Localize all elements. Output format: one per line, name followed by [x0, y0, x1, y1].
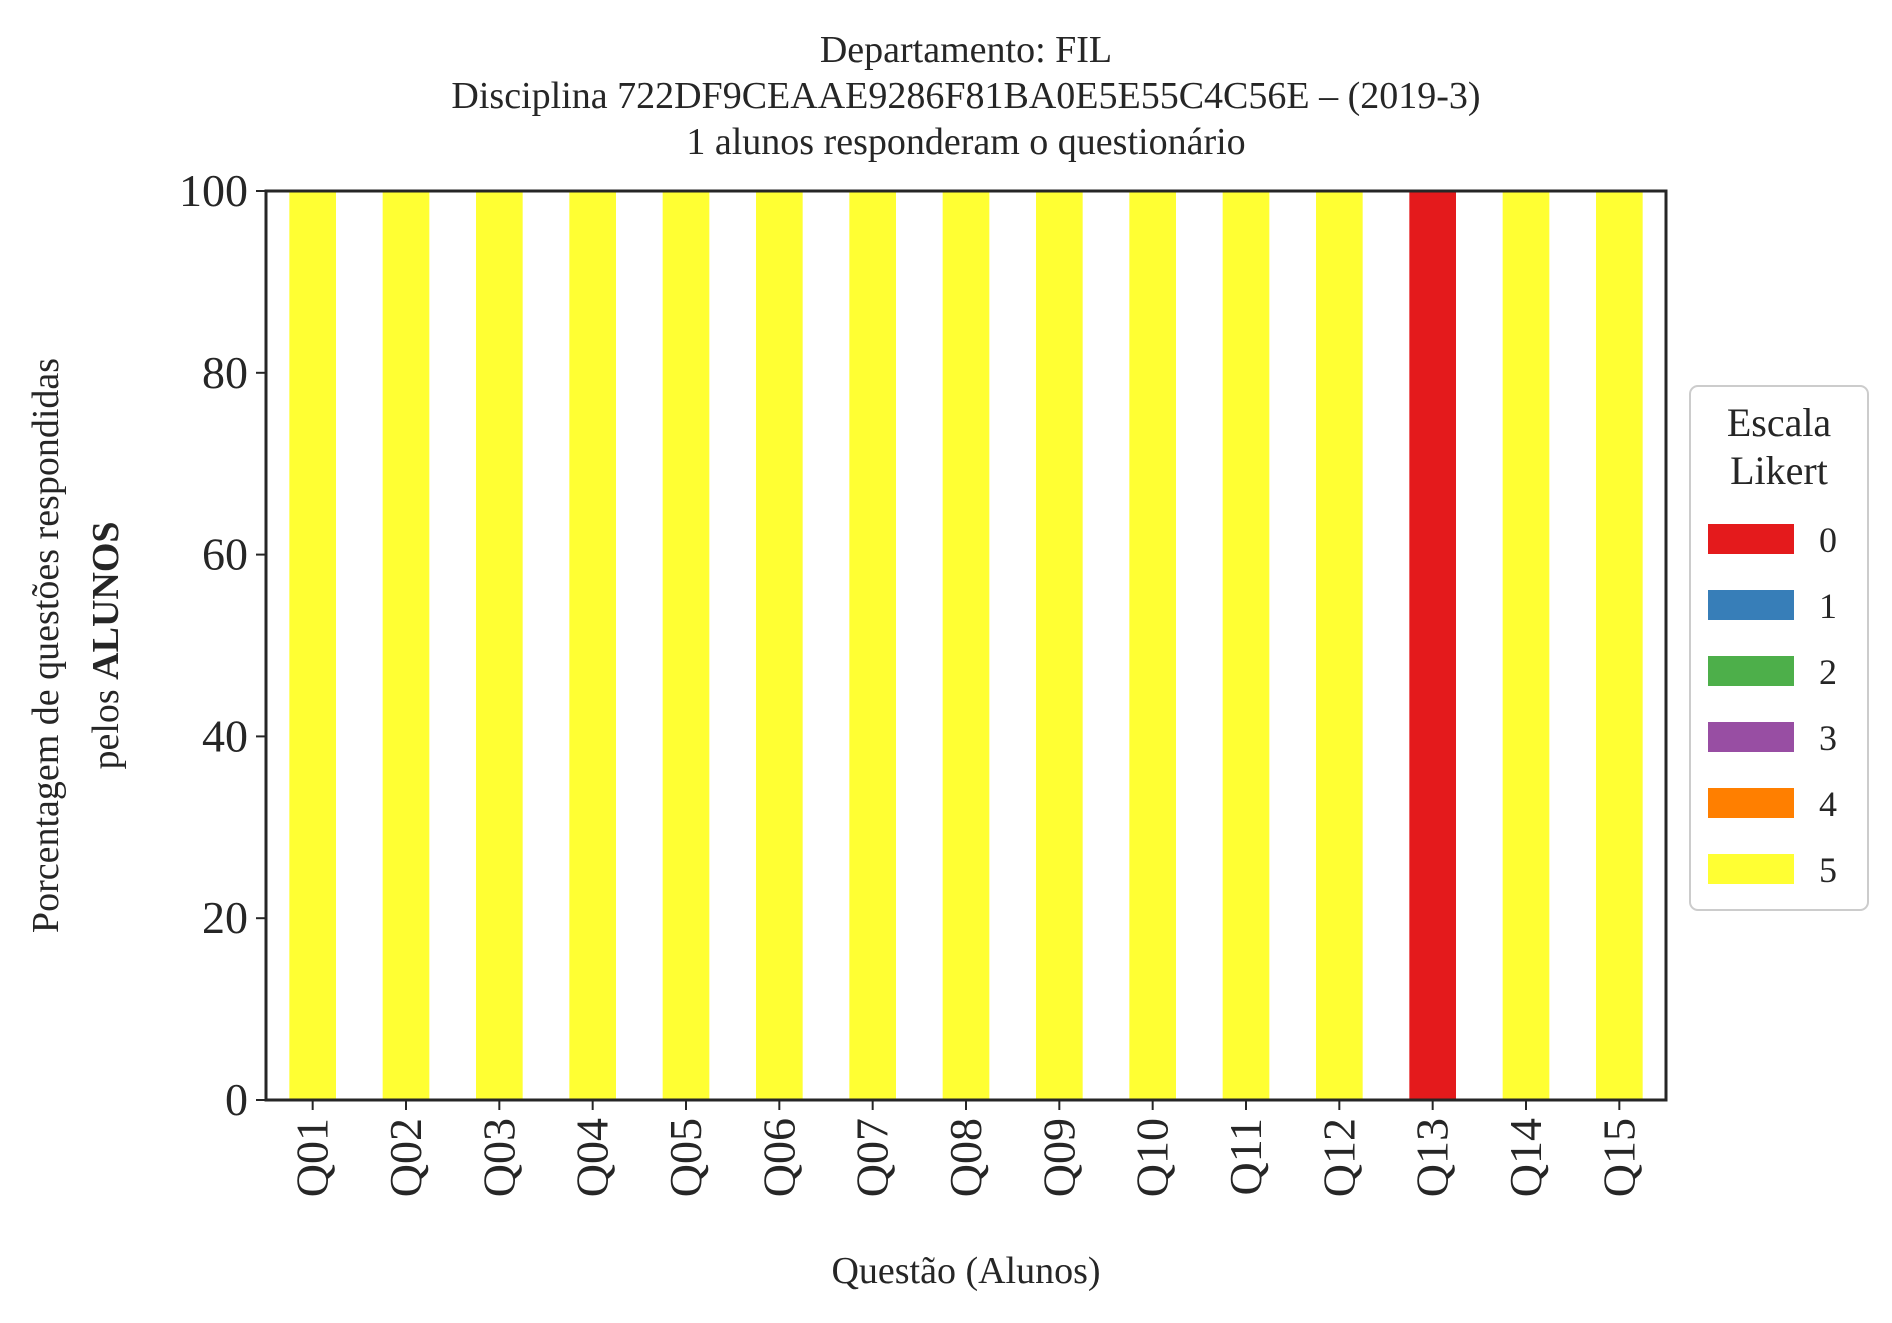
x-axis-label: Questão (Alunos)	[831, 1250, 1100, 1292]
x-tick-label-q08: Q08	[940, 1118, 991, 1197]
bar-q01-likert-5	[289, 191, 336, 1100]
x-tick-label-q13: Q13	[1407, 1118, 1458, 1197]
bar-q10-likert-5	[1129, 191, 1176, 1100]
bar-q06-likert-5	[756, 191, 803, 1100]
x-tick-label-q02: Q02	[380, 1118, 431, 1197]
legend-swatch-4	[1708, 788, 1794, 818]
bar-q15-likert-5	[1596, 191, 1643, 1100]
x-tick-label-q03: Q03	[473, 1118, 524, 1197]
y-axis-label-line1: Porcentagem de questões respondidas	[25, 358, 67, 933]
legend-box	[1689, 385, 1869, 911]
y-tick-label: 20	[202, 892, 248, 943]
bar-q05-likert-5	[662, 191, 710, 1100]
legend-label-0: 0	[1819, 520, 1837, 560]
x-tick-label-q11: Q11	[1220, 1118, 1271, 1196]
chart-title-line-2: Disciplina 722DF9CEAAE9286F81BA0E5E55C4C…	[451, 75, 1480, 117]
bar-q11-likert-5	[1222, 191, 1270, 1100]
bar-q14-likert-5	[1502, 191, 1550, 1100]
legend-label-2: 2	[1819, 652, 1837, 692]
y-tick-label: 80	[202, 347, 248, 398]
x-tick-label-q09: Q09	[1033, 1118, 1084, 1197]
bars	[289, 191, 1643, 1100]
x-tick-label-q07: Q07	[847, 1118, 898, 1197]
bar-q08-likert-5	[942, 191, 990, 1100]
legend-title-line2: Likert	[1730, 448, 1828, 493]
y-axis-ticks: 0 20 40 60 80 100	[179, 165, 266, 1125]
legend-title-line1: Escala	[1727, 400, 1832, 445]
y-axis-label-line2: pelos ALUNOS	[85, 521, 127, 769]
x-tick-label-q12: Q12	[1313, 1118, 1364, 1197]
bar-q03-likert-5	[476, 191, 523, 1100]
y-tick-label: 0	[225, 1074, 248, 1125]
x-tick-label-q04: Q04	[567, 1118, 618, 1197]
bar-q09-likert-5	[1036, 191, 1083, 1100]
x-tick-label-q05: Q05	[660, 1118, 711, 1197]
bar-q13-likert-0	[1409, 191, 1456, 1100]
y-axis-label-bold: ALUNOS	[85, 521, 127, 679]
x-tick-label-q10: Q10	[1127, 1118, 1178, 1197]
legend-label-5: 5	[1819, 850, 1837, 890]
y-axis-label-prefix: pelos	[85, 680, 127, 770]
legend-label-3: 3	[1819, 718, 1837, 758]
legend-swatch-2	[1708, 656, 1794, 686]
bar-q02-likert-5	[382, 191, 430, 1100]
y-tick-label: 40	[202, 710, 248, 761]
chart-title-line-3: 1 alunos responderam o questionário	[686, 121, 1245, 163]
legend-swatch-0	[1708, 524, 1794, 554]
y-tick-label: 60	[202, 529, 248, 580]
legend-label-4: 4	[1819, 784, 1837, 824]
legend-swatch-3	[1708, 722, 1794, 752]
x-axis-ticks: Q01 Q02 Q03 Q04 Q05 Q06 Q07 Q08 Q09 Q10 Q11 Q12 Q13 Q…	[287, 1100, 1644, 1197]
x-tick-label-q06: Q06	[753, 1118, 804, 1197]
y-axis-label: Porcentagem de questões respondidas pelo…	[25, 358, 127, 933]
legend-swatch-5	[1708, 854, 1794, 884]
legend: Escala Likert 0 1 2 3 4 5	[1689, 385, 1869, 911]
legend-label-1: 1	[1819, 586, 1837, 626]
chart-title-line-1: Departamento: FIL	[820, 29, 1112, 71]
y-tick-label: 100	[179, 165, 248, 216]
x-tick-label-q15: Q15	[1593, 1118, 1644, 1197]
x-tick-label-q01: Q01	[287, 1118, 338, 1197]
x-tick-label-q14: Q14	[1500, 1118, 1551, 1197]
bar-q07-likert-5	[849, 191, 896, 1100]
legend-entries: 0 1 2 3 4 5	[1708, 520, 1837, 890]
bar-q04-likert-5	[569, 191, 616, 1100]
legend-swatch-1	[1708, 590, 1794, 620]
bar-q12-likert-5	[1316, 191, 1363, 1100]
